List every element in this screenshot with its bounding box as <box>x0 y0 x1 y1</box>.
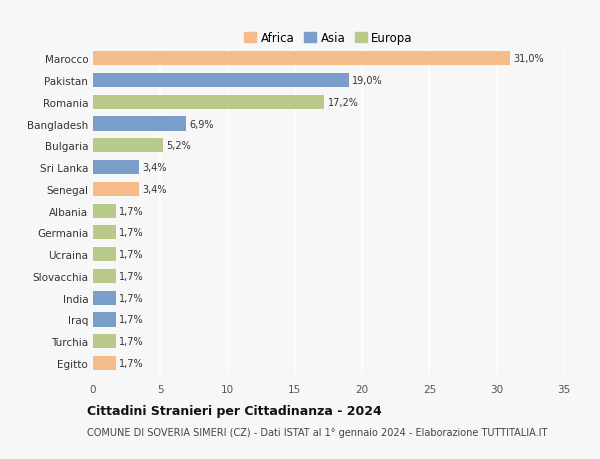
Bar <box>93 74 349 88</box>
Text: 3,4%: 3,4% <box>142 162 167 173</box>
Text: 1,7%: 1,7% <box>119 358 144 368</box>
Text: 1,7%: 1,7% <box>119 206 144 216</box>
Bar <box>93 161 139 175</box>
Text: 1,7%: 1,7% <box>119 228 144 238</box>
Bar <box>93 117 186 131</box>
Text: 1,7%: 1,7% <box>119 315 144 325</box>
Bar <box>93 139 163 153</box>
Text: 5,2%: 5,2% <box>166 141 191 151</box>
Text: 17,2%: 17,2% <box>328 97 359 107</box>
Bar <box>93 247 116 262</box>
Text: Cittadini Stranieri per Cittadinanza - 2024: Cittadini Stranieri per Cittadinanza - 2… <box>87 404 382 417</box>
Text: 1,7%: 1,7% <box>119 293 144 303</box>
Text: 1,7%: 1,7% <box>119 271 144 281</box>
Bar <box>93 204 116 218</box>
Text: 3,4%: 3,4% <box>142 185 167 195</box>
Bar <box>93 226 116 240</box>
Bar <box>93 313 116 327</box>
Bar <box>93 52 510 66</box>
Text: 1,7%: 1,7% <box>119 336 144 347</box>
Text: 19,0%: 19,0% <box>352 76 383 86</box>
Bar <box>93 95 325 110</box>
Text: 6,9%: 6,9% <box>189 119 214 129</box>
Text: 31,0%: 31,0% <box>514 54 544 64</box>
Bar <box>93 182 139 196</box>
Text: 1,7%: 1,7% <box>119 250 144 260</box>
Bar <box>93 356 116 370</box>
Bar <box>93 291 116 305</box>
Text: COMUNE DI SOVERIA SIMERI (CZ) - Dati ISTAT al 1° gennaio 2024 - Elaborazione TUT: COMUNE DI SOVERIA SIMERI (CZ) - Dati IST… <box>87 427 547 437</box>
Legend: Africa, Asia, Europa: Africa, Asia, Europa <box>242 30 415 47</box>
Bar <box>93 269 116 283</box>
Bar <box>93 335 116 348</box>
